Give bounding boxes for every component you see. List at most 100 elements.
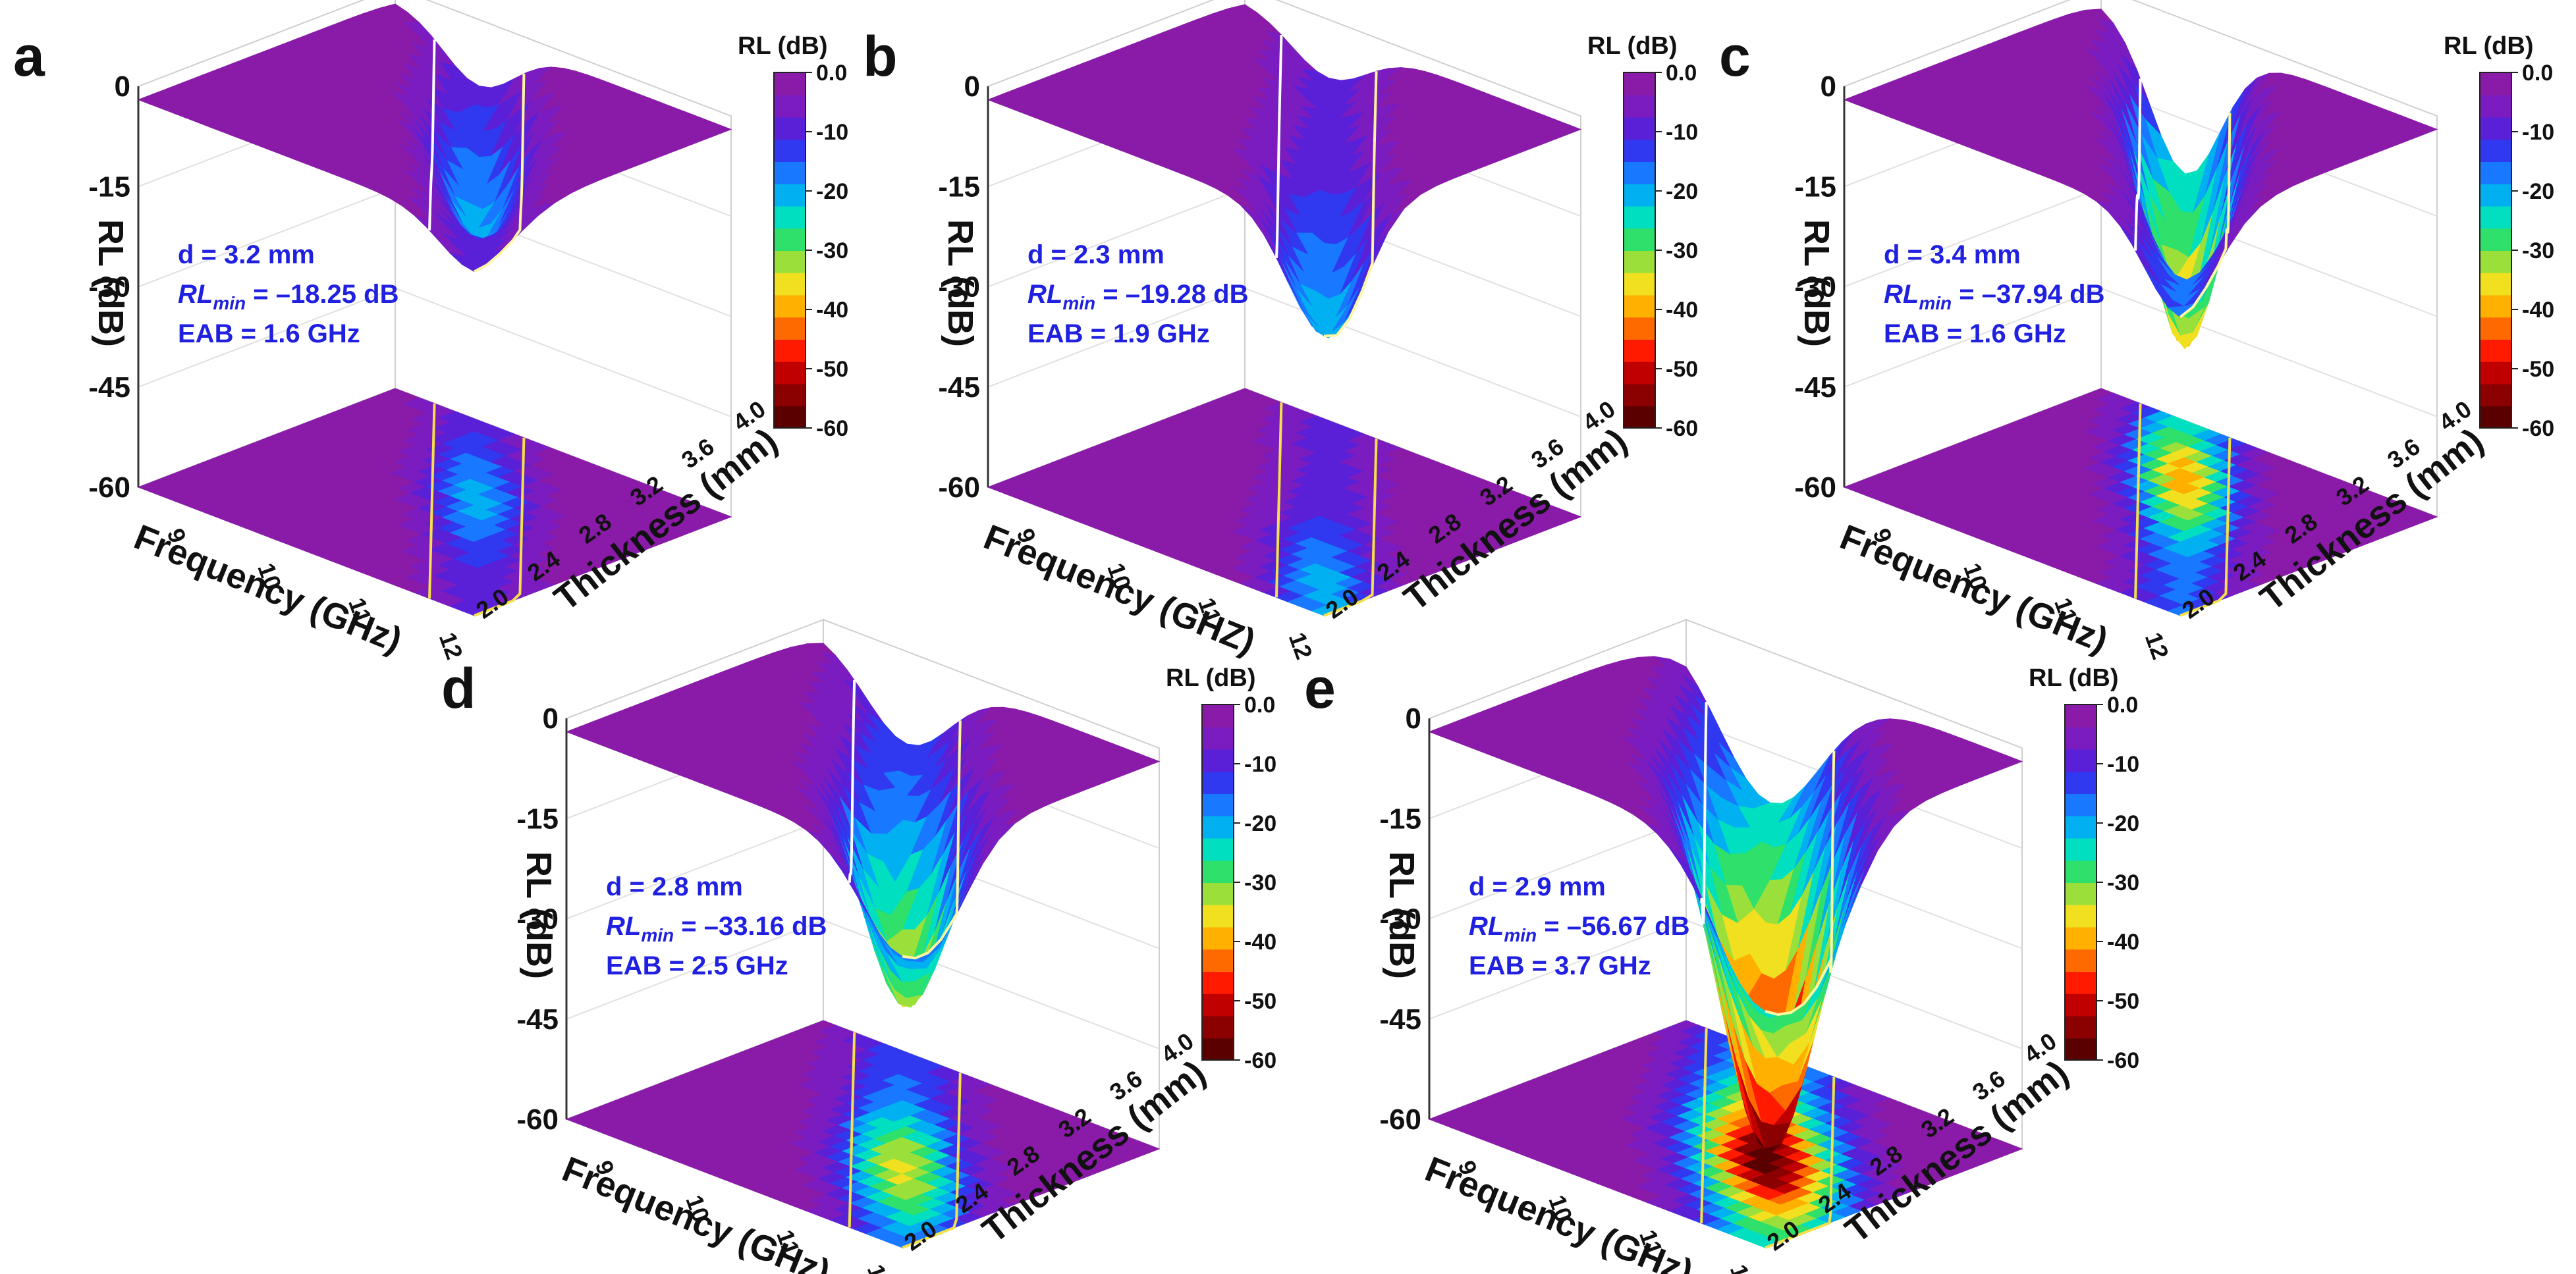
colorbar-swatch (2480, 161, 2511, 184)
z-axis-label: RL (dB) (519, 851, 559, 979)
colorbar-tick-label: -10 (1666, 120, 1698, 145)
colorbar-tick-label: -60 (816, 416, 848, 441)
z-tick-label: 0 (115, 70, 130, 103)
colorbar-swatch (1624, 272, 1655, 296)
colorbar-title: RL (dB) (2029, 664, 2119, 692)
colorbar-swatch (1624, 317, 1655, 340)
colorbar-title: RL (dB) (2444, 32, 2534, 60)
wall-gridline (987, 287, 1581, 417)
colorbar-tick-label: -20 (1244, 811, 1276, 836)
z-tick-label: -45 (1379, 1003, 1421, 1036)
colorbar-swatch (1624, 205, 1655, 229)
colorbar-swatch (774, 272, 806, 296)
colorbar-swatch (1202, 993, 1234, 1017)
z-axis-label: RL (dB) (941, 219, 980, 347)
colorbar: RL (dB)0.0-10-20-30-40-50-60 (1587, 32, 1698, 441)
colorbar-tick-label: -20 (2522, 179, 2554, 204)
z-tick-label: -45 (938, 371, 980, 404)
colorbar-swatch (2065, 793, 2096, 816)
colorbar-swatch (2065, 971, 2096, 994)
colorbar-swatch (2065, 1015, 2096, 1039)
colorbar-swatch (1624, 250, 1655, 273)
contour-projection (987, 388, 1582, 617)
x-tick-label: 12 (862, 1261, 896, 1274)
colorbar-swatch (2480, 339, 2511, 362)
z-tick-label: 0 (1406, 703, 1421, 735)
annotation-eab: EAB = 1.6 GHz (1884, 319, 2066, 348)
colorbar-swatch (1624, 361, 1655, 385)
colorbar-swatch (1624, 161, 1655, 184)
panel-label: d (441, 657, 476, 720)
colorbar-tick-label: -40 (1666, 298, 1698, 323)
colorbar-tick-label: 0.0 (1244, 693, 1275, 718)
colorbar-swatch (1624, 183, 1655, 207)
colorbar-swatch (774, 117, 806, 140)
colorbar-tick-label: -50 (2522, 357, 2554, 382)
wall-gridline (138, 287, 732, 417)
colorbar-swatch (1624, 383, 1655, 407)
annotation-thickness: d = 2.8 mm (606, 872, 743, 901)
colorbar-swatch (2065, 926, 2096, 950)
colorbar-tick-label: -30 (1244, 870, 1276, 895)
colorbar-tick-label: -10 (816, 120, 848, 145)
z-tick-label: -45 (1794, 371, 1836, 404)
panel-label: a (13, 25, 45, 88)
annotation-thickness: d = 3.4 mm (1884, 240, 2021, 269)
colorbar-tick-label: 0.0 (2107, 693, 2138, 718)
contour-cell (702, 512, 732, 523)
z-tick-label: -60 (88, 471, 130, 504)
annotation-thickness: d = 3.2 mm (178, 240, 315, 269)
colorbar-swatch (2065, 815, 2096, 839)
annotation-rlmin: RLmin = –18.25 dB (178, 280, 398, 313)
colorbar-tick-label: -50 (1666, 357, 1698, 382)
colorbar-swatch (2480, 317, 2511, 340)
colorbar-tick-label: -30 (816, 238, 848, 263)
colorbar-tick-label: -60 (2522, 416, 2554, 441)
colorbar-swatch (774, 161, 806, 184)
colorbar-tick-label: -40 (2107, 930, 2139, 955)
z-tick-label: 0 (1821, 70, 1836, 103)
z-tick-label: -45 (516, 1003, 559, 1036)
z-tick-label: -60 (1379, 1103, 1421, 1136)
colorbar-swatch (2065, 704, 2096, 728)
iso-line-10db (474, 73, 526, 273)
colorbar-swatch (2065, 949, 2096, 972)
colorbar-title: RL (dB) (1587, 32, 1678, 60)
floor-iso-line (474, 437, 526, 617)
z-tick-label: -60 (516, 1103, 559, 1136)
colorbar-swatch (2065, 1038, 2096, 1061)
colorbar-swatch (2480, 294, 2511, 318)
iso-line-10db (428, 39, 436, 230)
z-axis-label: RL (dB) (1382, 851, 1421, 979)
colorbar-tick-label: -60 (1244, 1048, 1276, 1073)
colorbar-swatch (2065, 904, 2096, 928)
annotation-eab: EAB = 3.7 GHz (1469, 951, 1651, 980)
z-tick-label: 0 (964, 70, 980, 103)
colorbar-swatch (1202, 882, 1234, 905)
colorbar-swatch (2065, 749, 2096, 772)
colorbar-tick-label: -50 (1244, 989, 1276, 1014)
colorbar-swatch (2480, 117, 2511, 140)
colorbar-swatch (1202, 926, 1234, 950)
colorbar-swatch (2480, 361, 2511, 385)
rl-surface (137, 3, 732, 273)
colorbar-swatch (2480, 383, 2511, 407)
x-tick-label: 12 (2140, 629, 2174, 663)
colorbar-swatch (2480, 205, 2511, 229)
colorbar-swatch (2065, 837, 2096, 861)
z-tick-label: -15 (938, 171, 980, 203)
colorbar-tick-label: -20 (816, 179, 848, 204)
colorbar-swatch (1202, 949, 1234, 972)
colorbar-tick-label: 0.0 (2522, 61, 2553, 86)
colorbar-swatch (2065, 771, 2096, 794)
colorbar-swatch (1202, 749, 1234, 772)
colorbar-swatch (774, 317, 806, 340)
colorbar-swatch (2480, 272, 2511, 296)
annotation-rlmin: RLmin = –33.16 dB (606, 912, 827, 945)
colorbar: RL (dB)0.0-10-20-30-40-50-60 (2444, 32, 2554, 441)
colorbar-tick-label: -40 (2522, 298, 2554, 323)
